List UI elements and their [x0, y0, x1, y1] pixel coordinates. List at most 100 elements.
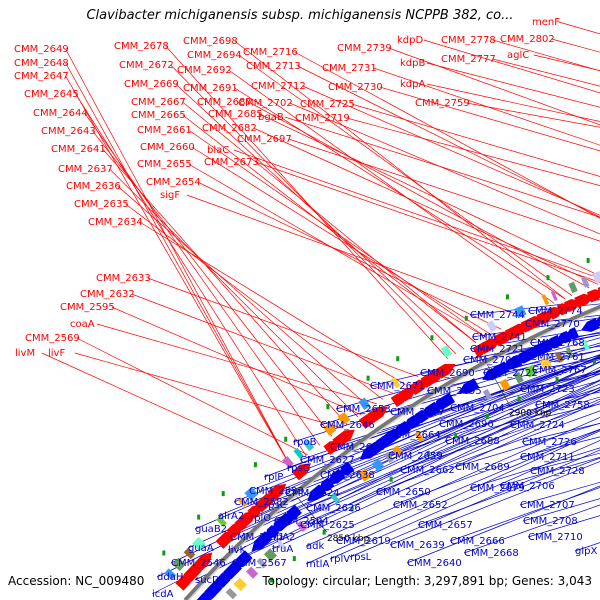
cog-category-outer	[541, 294, 550, 306]
rna-marker	[253, 462, 257, 468]
reverse-gene-label: CMM_2774	[528, 306, 583, 317]
forward-gene-label: CMM_2660	[140, 142, 195, 153]
forward-cds	[367, 406, 388, 424]
forward-leader-line	[288, 138, 600, 242]
backbone-ring	[183, 304, 600, 600]
reverse-gene-label: CMM_2640	[407, 558, 462, 569]
tick-label: 2850 kbp	[327, 534, 370, 544]
forward-leader-line	[188, 129, 487, 338]
forward-leader-line	[373, 67, 600, 146]
rna-marker	[426, 450, 430, 456]
forward-leader-line	[259, 113, 600, 277]
forward-gene-label: menF	[532, 17, 560, 28]
forward-leader-line	[175, 83, 465, 350]
cog-category-outer	[592, 271, 600, 284]
cog-category-inner	[225, 587, 238, 600]
cog-category-outer	[358, 397, 371, 410]
reverse-gene-label: CMM_2722	[483, 368, 538, 379]
reverse-gene-label: CMM_2671	[370, 381, 425, 392]
forward-gene-label: blaC	[207, 145, 229, 156]
forward-leader-line	[65, 62, 292, 469]
cog-category-inner	[414, 431, 425, 442]
cog-category-inner	[383, 451, 395, 463]
forward-leader-line	[228, 69, 555, 304]
forward-gene-label: CMM_2569	[25, 333, 80, 344]
rna-marker	[517, 396, 521, 402]
rna-marker	[389, 476, 393, 482]
reverse-leader-line	[463, 504, 600, 554]
rna-marker	[366, 375, 370, 381]
forward-gene-label: CMM_2731	[322, 63, 377, 74]
reverse-gene-label: alrA2	[218, 511, 244, 522]
rna-marker	[270, 577, 274, 583]
reverse-gene-label: CMM_2652	[393, 500, 448, 511]
reverse-gene-label: CMM_2706	[500, 481, 555, 492]
reverse-leader-line	[305, 416, 600, 547]
forward-gene-label: CMM_2685	[208, 109, 263, 120]
reverse-cds	[431, 392, 456, 410]
genome-backbone	[183, 304, 600, 600]
reverse-gene-label: CMM_2711	[520, 452, 575, 463]
cog-category-outer	[293, 447, 304, 459]
forward-leader-line	[41, 352, 294, 468]
reverse-gene-label: CMM_2690	[420, 368, 475, 379]
forward-leader-line	[234, 40, 566, 299]
forward-leader-line	[492, 58, 600, 87]
forward-gene-label: CMM_2635	[74, 199, 129, 210]
forward-leader-line	[131, 293, 393, 394]
reverse-leader-line	[335, 429, 600, 542]
forward-cds	[597, 286, 600, 294]
reverse-gene-label: CMM_2708	[523, 516, 578, 527]
feature-tracks	[162, 257, 600, 600]
forward-cds	[215, 529, 236, 549]
forward-cds	[398, 387, 417, 402]
cog-category-inner	[371, 458, 385, 472]
forward-leader-line	[96, 323, 377, 405]
reverse-gene-label: CMM_2709	[463, 355, 518, 366]
forward-leader-line	[111, 306, 362, 415]
forward-gene-label: CMM_2661	[137, 125, 192, 136]
rna-marker	[350, 506, 354, 512]
forward-gene-label: sigF	[160, 190, 180, 201]
reverse-leader-line	[419, 334, 600, 374]
reverse-cds	[580, 317, 600, 332]
forward-gene-label: CMM_2644	[33, 108, 88, 119]
forward-leader-line	[253, 127, 599, 285]
rna-marker	[221, 491, 225, 497]
forward-gene-label: CMM_2632	[80, 289, 135, 300]
forward-leader-line	[92, 130, 333, 437]
reverse-gene-label: CMM_2571	[230, 532, 285, 543]
reverse-leader-line	[227, 379, 600, 551]
forward-cds	[194, 552, 213, 571]
reverse-leader-line	[399, 403, 600, 471]
forward-cds	[520, 316, 545, 333]
forward-gene-label: CMM_2633	[96, 273, 151, 284]
forward-leader-line	[65, 48, 292, 469]
reverse-gene-label: rpsG	[287, 463, 310, 474]
reverse-gene-label: CMM_2657	[418, 520, 473, 531]
reverse-gene-label: CMM_2728	[530, 466, 585, 477]
forward-gene-label: bgaB	[258, 112, 284, 123]
reverse-gene-label: CMM_2761	[530, 352, 585, 363]
reverse-leader-line	[231, 389, 600, 564]
reverse-leader-line	[417, 457, 600, 526]
reverse-gene-label: CMM_2582	[234, 497, 289, 508]
forward-cds	[478, 338, 501, 355]
reverse-gene-label: CMM_2758	[535, 400, 590, 411]
cog-category-outer	[216, 515, 227, 527]
forward-gene-label: CMM_2634	[88, 217, 143, 228]
forward-leader-line	[65, 75, 292, 469]
reverse-gene-label: rplV	[330, 554, 350, 565]
forward-cds	[332, 429, 355, 449]
reverse-leader-line	[469, 447, 600, 489]
reverse-gene-label: CMM_2639	[390, 540, 445, 551]
forward-gene-label: kdpA	[400, 79, 425, 90]
reverse-gene-label: CMM_2696	[439, 419, 494, 430]
cog-category-inner	[263, 548, 278, 562]
reverse-leader-line	[319, 342, 600, 426]
reverse-gene-label: CMM_2704	[450, 403, 505, 414]
reverse-gene-label: CMM_2767	[532, 365, 587, 376]
cog-category-inner	[513, 371, 524, 384]
reverse-gene-label: CMM_2650	[376, 487, 431, 498]
forward-gene-label: CMM_2697	[237, 134, 292, 145]
